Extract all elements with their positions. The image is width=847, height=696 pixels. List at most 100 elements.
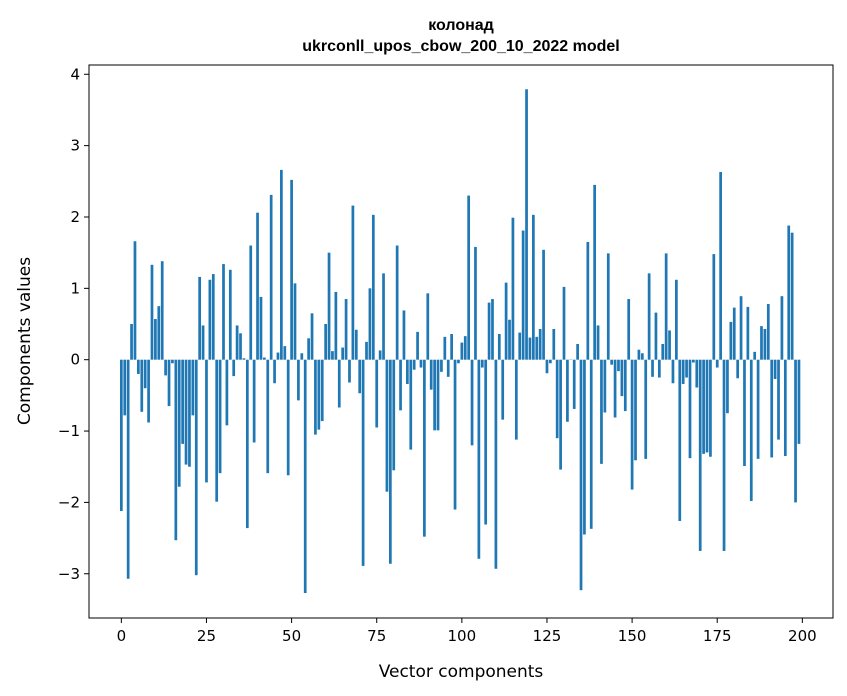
bar <box>252 359 256 443</box>
bar <box>477 359 481 559</box>
bar <box>235 325 239 360</box>
bar <box>177 359 181 487</box>
bar <box>215 359 219 502</box>
bar <box>715 359 719 368</box>
plot-frame <box>88 64 834 619</box>
bar <box>760 326 763 360</box>
bar <box>685 359 688 378</box>
bar <box>409 359 413 450</box>
bar <box>354 329 358 360</box>
bar <box>280 169 283 360</box>
bar <box>320 359 324 422</box>
x-tick-label: 175 <box>703 627 732 645</box>
bar <box>283 346 287 360</box>
bar <box>743 359 746 467</box>
bar <box>562 286 566 360</box>
bar <box>395 245 399 360</box>
bar <box>620 359 624 397</box>
bar <box>256 212 259 360</box>
bar <box>385 359 389 492</box>
bar <box>137 359 140 374</box>
bar <box>627 299 631 360</box>
bar <box>416 331 419 360</box>
bar <box>654 312 658 360</box>
bar <box>749 359 753 501</box>
bar <box>508 319 511 360</box>
bar <box>358 359 362 394</box>
bar <box>688 359 692 459</box>
bar <box>208 279 212 360</box>
bar <box>538 329 542 360</box>
bar <box>511 217 515 360</box>
bar <box>450 334 453 360</box>
bar <box>463 336 467 360</box>
bar <box>123 359 127 416</box>
bar <box>794 359 797 503</box>
bar <box>756 359 760 459</box>
bar <box>310 313 314 360</box>
bar <box>436 359 440 431</box>
bar <box>770 359 774 458</box>
bar <box>766 304 770 360</box>
chart-title: колонад <box>428 17 494 34</box>
bar <box>443 336 447 360</box>
bar <box>460 342 464 360</box>
bar <box>160 261 164 360</box>
bar <box>382 273 385 360</box>
bar <box>184 359 188 465</box>
bar <box>201 325 205 360</box>
bar <box>484 359 488 525</box>
bar <box>589 359 593 529</box>
bar <box>739 296 743 360</box>
y-tick-label: 1 <box>70 279 80 297</box>
bar <box>732 307 736 360</box>
bar <box>668 330 671 360</box>
bar <box>249 245 253 360</box>
bar <box>140 359 144 412</box>
bar <box>331 351 334 360</box>
bar <box>245 359 249 529</box>
bar <box>773 359 777 379</box>
bar <box>303 359 307 594</box>
bar <box>402 310 406 360</box>
bar <box>150 264 154 360</box>
bar <box>593 184 597 360</box>
bar <box>572 359 576 409</box>
bar <box>198 276 202 360</box>
bar <box>644 359 648 459</box>
bar <box>603 359 607 413</box>
bar <box>698 359 702 551</box>
bar <box>705 359 709 453</box>
bar <box>518 332 522 360</box>
x-axis-label: Vector components <box>379 662 544 682</box>
bar <box>147 359 150 423</box>
bar <box>191 359 195 416</box>
bar <box>348 359 351 383</box>
bar <box>143 359 147 389</box>
bar <box>491 299 494 360</box>
bar <box>555 359 559 439</box>
bar <box>480 359 484 368</box>
bar <box>671 359 675 384</box>
bar <box>692 359 695 363</box>
bar <box>222 264 225 360</box>
bar <box>528 337 532 360</box>
bar <box>412 359 416 370</box>
bar <box>647 273 651 360</box>
bar <box>630 359 634 490</box>
bar <box>497 334 501 360</box>
bar <box>154 319 157 360</box>
bar <box>286 359 290 476</box>
bar <box>327 252 331 360</box>
bar <box>426 293 430 360</box>
bar <box>719 172 722 360</box>
bar <box>392 359 396 471</box>
bar <box>780 296 784 360</box>
bar <box>494 359 498 569</box>
bar <box>545 359 549 374</box>
bar <box>712 254 716 360</box>
bar <box>133 241 137 360</box>
bar <box>600 359 603 464</box>
bar <box>504 282 508 360</box>
